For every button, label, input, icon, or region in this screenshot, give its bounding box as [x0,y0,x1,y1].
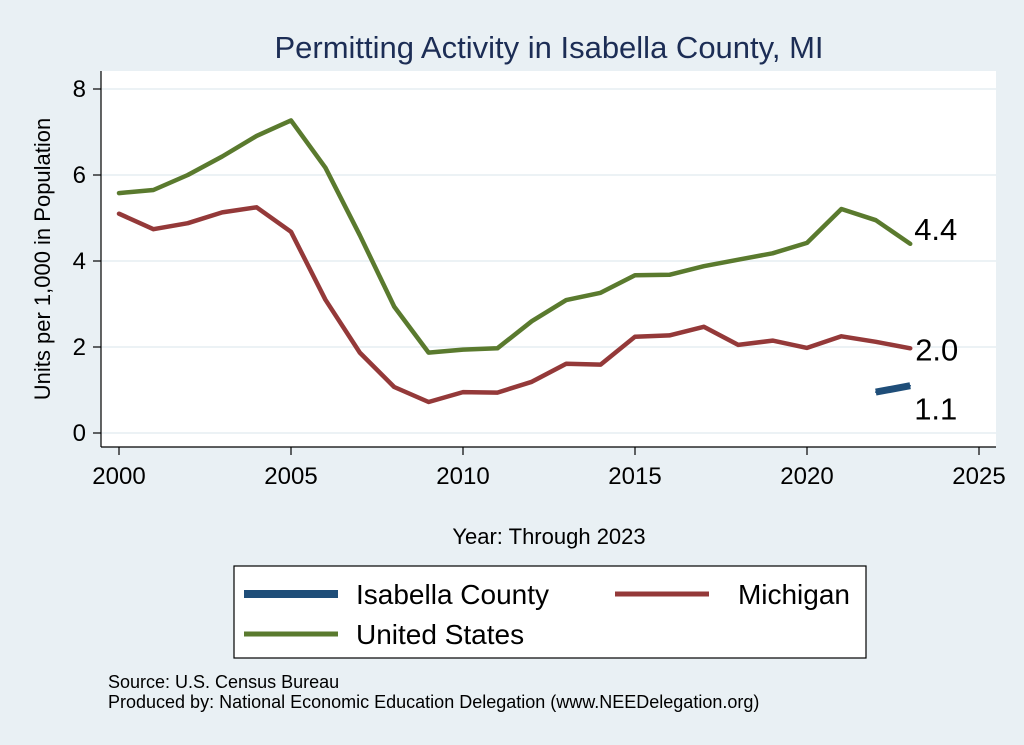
y-tick-label: 0 [73,420,86,447]
x-ticks: 2000 2005 2010 2015 2020 2025 [92,447,1006,490]
data-point-michigan [255,206,258,209]
y-ticks: 0 2 4 6 8 [73,76,101,447]
data-point-united-states [806,242,808,244]
data-point-united-states [152,189,155,191]
x-axis-label: Year: Through 2023 [452,524,645,549]
data-point-united-states [840,208,843,210]
data-point-united-states [427,351,430,354]
end-label-united-states: 4.4 [914,212,957,247]
x-tick-label: 2025 [952,463,1005,490]
data-point-michigan [909,347,911,350]
x-tick-label: 2000 [92,463,145,490]
data-point-united-states [668,274,671,276]
data-point-united-states [531,320,533,323]
legend-box [233,565,867,659]
x-tick-label: 2005 [264,463,317,490]
data-point-michigan [427,401,430,403]
data-point-united-states [771,252,774,255]
y-tick-label: 8 [73,76,86,103]
y-tick-label: 4 [73,248,86,275]
chart-title: Permitting Activity in Isabella County, … [274,30,823,65]
data-point-michigan [806,347,808,349]
legend: Isabella County Michigan United States [233,565,867,659]
data-point-michigan [668,334,671,337]
data-point-isabella-county [875,391,877,393]
source-note: Source: U.S. Census Bureau [108,672,339,692]
data-point-michigan [221,211,223,214]
data-point-michigan [359,351,361,354]
data-point-united-states [359,234,361,236]
data-point-michigan [118,212,120,215]
data-point-michigan [187,222,189,224]
data-point-united-states [187,174,189,176]
gridlines [101,88,996,434]
series-group [116,118,913,405]
data-point-united-states [393,305,396,308]
x-tick-label: 2020 [780,463,833,490]
data-point-michigan [290,231,292,233]
data-point-united-states [255,135,258,137]
y-axis-label: Units per 1,000 in Population [30,118,55,401]
data-point-united-states [221,155,223,158]
data-point-united-states [462,348,464,351]
data-point-united-states [875,219,877,221]
data-point-michigan [840,335,843,338]
series-line-michigan [116,205,913,405]
data-point-michigan [496,391,499,394]
data-point-michigan [771,339,774,342]
produced-by-note: Produced by: National Economic Education… [108,692,759,712]
data-point-michigan [634,335,636,338]
data-point-united-states [634,274,636,277]
x-tick-label: 2015 [608,463,661,490]
data-point-united-states [118,192,120,194]
data-point-united-states [737,258,739,261]
data-point-united-states [496,347,499,350]
data-point-michigan [875,341,877,343]
data-point-united-states [703,265,705,268]
y-tick-label: 6 [73,162,86,189]
data-point-united-states [599,292,602,294]
legend-label-michigan: Michigan [738,579,850,610]
data-point-michigan [152,228,155,230]
data-point-michigan [531,381,533,383]
data-point-michigan [324,298,327,301]
data-point-michigan [737,344,739,346]
data-point-michigan [599,363,602,366]
legend-label-united-states: United States [356,619,524,650]
x-tick-label: 2010 [436,463,489,490]
legend-label-isabella-county: Isabella County [356,579,549,610]
end-label-michigan: 2.0 [915,332,958,367]
y-tick-label: 2 [73,334,86,361]
plot-area [101,71,996,447]
data-point-united-states [909,243,911,245]
data-point-michigan [565,363,567,365]
data-point-united-states [565,299,567,301]
data-point-united-states [324,166,327,169]
end-label-isabella-county: 1.1 [914,392,957,427]
data-point-united-states [290,119,292,122]
series-line-united-states [116,118,913,355]
data-point-isabella-county [909,384,911,387]
series-line-isabella-county [875,382,911,396]
end-labels: 4.4 2.0 1.1 [914,212,958,427]
data-point-michigan [393,386,396,388]
data-point-michigan [462,391,464,393]
data-point-michigan [703,326,705,328]
